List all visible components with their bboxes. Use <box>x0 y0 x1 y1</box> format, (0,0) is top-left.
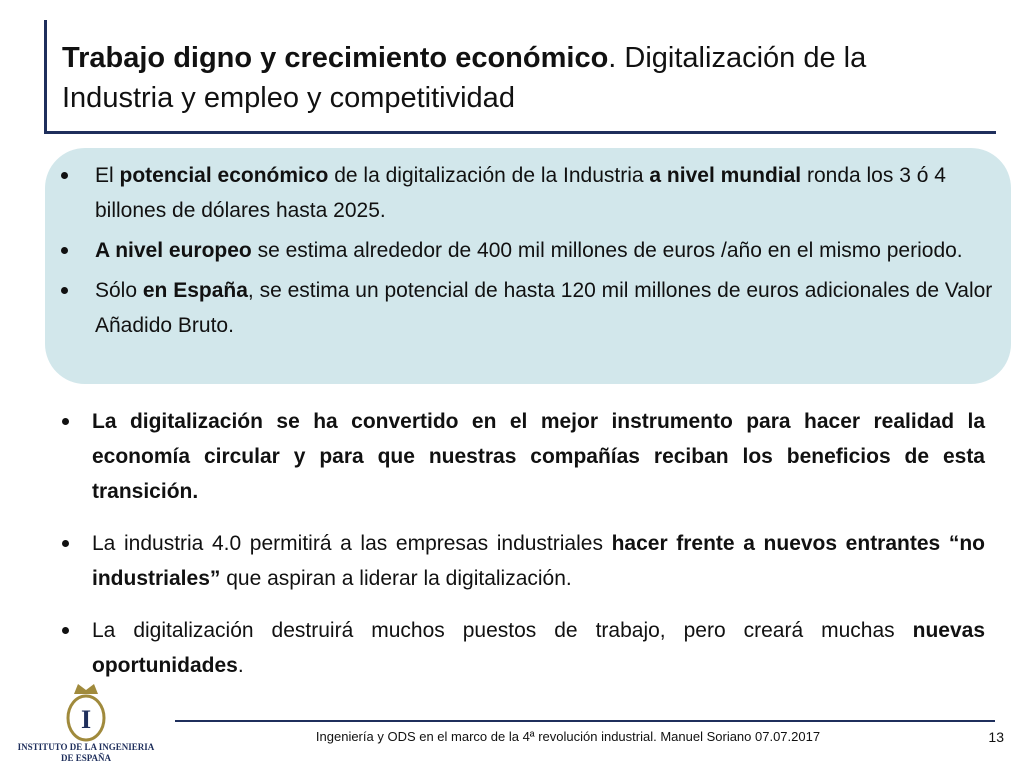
bullet-item: La digitalización destruirá muchos puest… <box>62 613 985 683</box>
bullet-item: Sólo en España, se estima un potencial d… <box>61 273 995 343</box>
box-bullet-list: El potencial económico de la digitalizac… <box>61 158 995 348</box>
logo-crown <box>74 684 98 694</box>
text-run: . <box>237 654 244 677</box>
bullet-list: La digitalización se ha convertido en el… <box>62 404 986 700</box>
bullet-dot <box>62 418 69 425</box>
text-run: El <box>95 164 120 187</box>
text-run: en España <box>142 279 248 302</box>
text-run: a nivel mundial <box>649 164 802 187</box>
text-run: Trabajo digno y crecimiento económico <box>62 42 609 74</box>
footer-text: Ingeniería y ODS en el marco de la 4ª re… <box>315 729 821 744</box>
slide-title: Trabajo digno y crecimiento económico. D… <box>62 38 1024 118</box>
text-run: , se estima un potencial de hasta 120 mi… <box>95 279 993 337</box>
highlight-box: El potencial económico de la digitalizac… <box>45 148 1011 384</box>
text-run: de la digitalización de la Industria <box>328 164 650 187</box>
title-line: Trabajo digno y crecimiento económico. D… <box>62 38 1024 78</box>
title-rule-vertical <box>44 20 47 132</box>
text-run: ronda los 3 ó 4 billones de dólares hast… <box>95 164 946 222</box>
logo: I INSTITUTO DE LA INGENIERIA DE ESPAÑA <box>18 684 155 763</box>
logo-line: INSTITUTO DE LA INGENIERIA <box>18 742 155 752</box>
bullet-item: La digitalización se ha convertido en el… <box>62 404 985 509</box>
text-run: La digitalización destruirá muchos puest… <box>92 619 913 642</box>
bullet-dot <box>62 540 69 547</box>
text-run: Sólo <box>95 279 143 302</box>
bullet-dot <box>61 287 68 294</box>
bullet-dot <box>61 247 68 254</box>
bullet-dot <box>61 172 68 179</box>
bullet-dot <box>62 627 69 634</box>
logo-line: DE ESPAÑA <box>61 753 112 763</box>
bullet-item: El potencial económico de la digitalizac… <box>61 158 995 228</box>
text-run: La digitalización se ha convertido en el… <box>92 410 985 503</box>
text-run: La industria 4.0 permitirá a las empresa… <box>92 532 612 555</box>
bullet-item: A nivel europeo se estima alrededor de 4… <box>61 233 995 268</box>
text-run: nuevas oportunidades <box>92 619 985 677</box>
logo-letter: I <box>81 705 91 734</box>
title-line: Industria y empleo y competitividad <box>62 78 1024 118</box>
text-run: hacer frente a nuevos entrantes “no indu… <box>92 532 986 590</box>
page-number: 13 <box>988 729 1004 745</box>
text-run: que aspiran a liderar la digitalización. <box>220 567 572 590</box>
logo-ring <box>66 694 106 742</box>
text-run: Industria y empleo y competitividad <box>62 82 515 114</box>
title-rule-horizontal <box>44 131 996 134</box>
text-run: . Digitalización de la <box>608 42 867 74</box>
text-run: potencial económico <box>119 164 329 187</box>
text-run: A nivel europeo <box>95 239 252 262</box>
footer-rule <box>175 720 995 722</box>
text-run: se estima alrededor de 400 mil millones … <box>251 239 963 262</box>
bullet-item: La industria 4.0 permitirá a las empresa… <box>62 526 986 596</box>
